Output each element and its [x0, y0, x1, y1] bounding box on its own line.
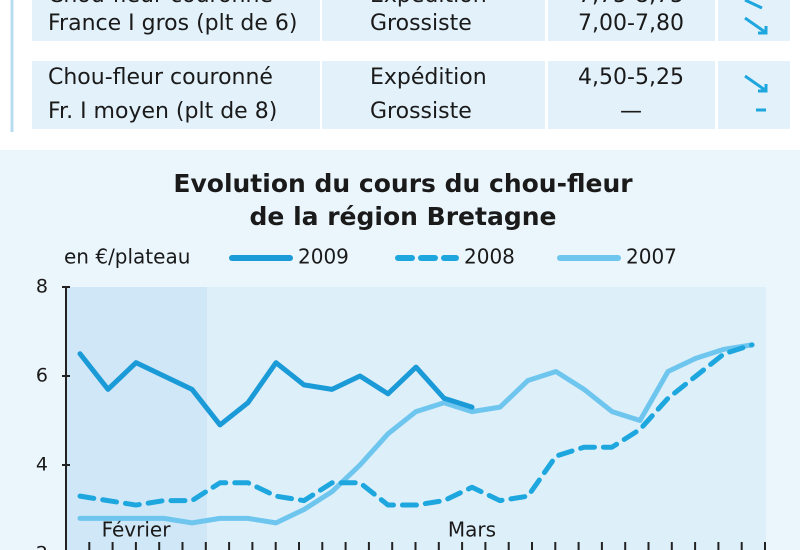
table-cell	[32, 95, 320, 129]
table-cell	[322, 95, 545, 129]
series-line	[77, 342, 755, 508]
table-text: Expédition	[370, 65, 487, 90]
legend-label: 2009	[298, 245, 349, 269]
table-cell	[718, 95, 790, 129]
chart-title: Evolution du cours du chou-fleur	[173, 169, 633, 198]
trend-icons	[744, 0, 768, 112]
table-cell	[548, 95, 715, 129]
table-text: Expédition	[370, 0, 487, 8]
table-cell	[32, 7, 320, 41]
trend-down	[744, 74, 768, 93]
table-cell	[322, 7, 545, 41]
table-cell	[718, 61, 790, 95]
y-tick-label: 6	[36, 365, 48, 387]
plot-highlight	[66, 287, 207, 550]
table-text: Fr. I moyen (plt de 8)	[48, 99, 277, 124]
plot: 2 4 6 8 Février Mars	[36, 276, 766, 550]
table-text: 4,50-5,25	[578, 65, 684, 90]
table-cell	[548, 7, 715, 41]
series-line	[77, 351, 475, 428]
table-cell	[32, 61, 320, 95]
legend-label: 2007	[626, 245, 677, 269]
table-cell	[322, 61, 545, 95]
table-text: France I gros (plt de 6)	[48, 11, 297, 36]
table-text: Chou-fleur couronné	[48, 65, 273, 90]
x-tick-label: Février	[102, 518, 172, 542]
chart-subtitle: de la région Bretagne	[250, 202, 557, 231]
table-text: Chou-fleur couronné	[48, 0, 273, 8]
table-text: Grossiste	[370, 11, 472, 36]
table-cell	[548, 61, 715, 95]
table-text: —	[620, 99, 642, 124]
table-text: Grossiste	[370, 99, 472, 124]
table-text: 7,75-8,75	[578, 0, 684, 8]
trend-down	[744, 0, 763, 10]
series-line	[77, 342, 755, 526]
y-tick-label: 2	[36, 543, 48, 550]
price-table: Chou-fleur couronné Expédition 7,75-8,75 Fr…	[32, 0, 790, 129]
legend-label: 2008	[464, 245, 515, 269]
y-tick-label: 8	[36, 276, 48, 298]
table-text: 7,00-7,80	[578, 11, 684, 36]
x-tick-label: Mars	[448, 518, 496, 542]
y-tick-label: 4	[36, 454, 48, 476]
trend-down	[744, 16, 768, 35]
unit-label: en €/plateau	[64, 245, 190, 269]
